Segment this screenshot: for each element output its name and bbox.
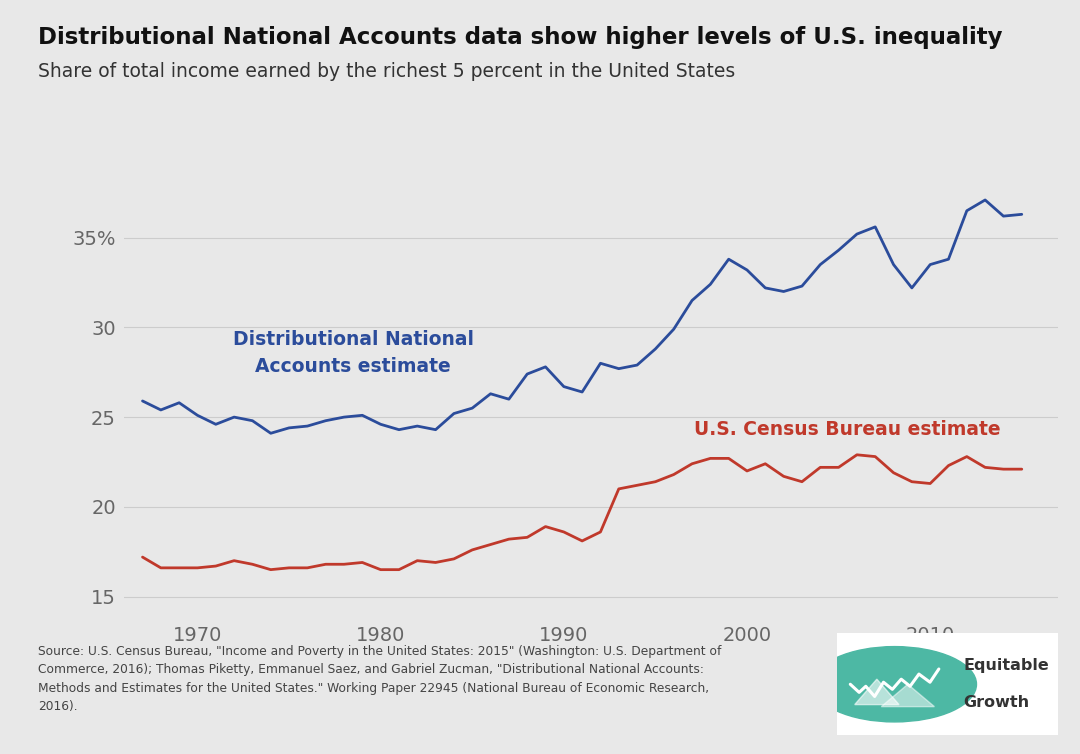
FancyBboxPatch shape: [826, 628, 1069, 740]
Text: Distributional National Accounts data show higher levels of U.S. inequality: Distributional National Accounts data sh…: [38, 26, 1002, 50]
Text: Source: U.S. Census Bureau, "Income and Poverty in the United States: 2015" (Was: Source: U.S. Census Bureau, "Income and …: [38, 645, 721, 713]
Circle shape: [812, 647, 976, 722]
Polygon shape: [854, 679, 899, 704]
Text: Growth: Growth: [963, 695, 1029, 710]
Polygon shape: [881, 685, 934, 706]
Text: Distributional National
Accounts estimate: Distributional National Accounts estimat…: [232, 330, 474, 375]
Text: Share of total income earned by the richest 5 percent in the United States: Share of total income earned by the rich…: [38, 62, 735, 81]
Text: U.S. Census Bureau estimate: U.S. Census Bureau estimate: [694, 420, 1001, 439]
Text: Equitable: Equitable: [963, 658, 1049, 673]
